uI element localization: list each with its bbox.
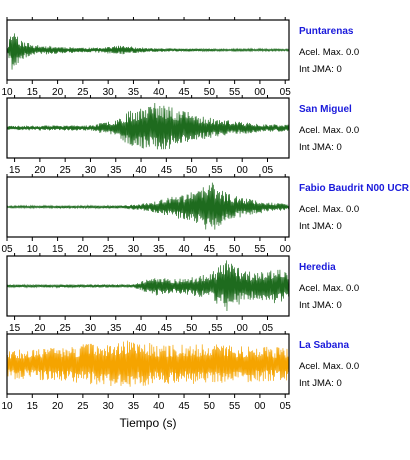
acel-max-label: Acel. Max. 0.0: [299, 361, 359, 372]
tick-label: 25: [77, 87, 89, 98]
tick-label: 05: [262, 323, 274, 334]
tick-label: 40: [135, 165, 147, 176]
station-name: Fabio Baudrit N00 UCR: [299, 183, 410, 194]
tick-label: 35: [128, 87, 140, 98]
panel-frame: [6, 255, 290, 317]
acel-max-label: Acel. Max. 0.0: [299, 204, 359, 215]
tick-label: 30: [85, 165, 97, 176]
waveform-trace: [6, 260, 290, 312]
tick-label: 20: [52, 87, 64, 98]
acel-max-label: Acel. Max. 0.0: [299, 283, 359, 294]
tick-label: 00: [280, 244, 292, 255]
tick-label: 30: [103, 87, 115, 98]
tick-label: 45: [204, 244, 216, 255]
tick-label: 20: [34, 165, 46, 176]
station-name: Heredia: [299, 262, 336, 273]
tick-label: 05: [1, 244, 13, 255]
tick-label: 45: [178, 87, 190, 98]
tick-label: 00: [237, 165, 249, 176]
tick-label: 40: [135, 323, 147, 334]
station-name: San Miguel: [299, 104, 352, 115]
int-jma-label: Int JMA: 0: [299, 142, 342, 153]
tick-label: 15: [27, 401, 39, 412]
int-jma-label: Int JMA: 0: [299, 221, 342, 232]
tick-label: 50: [204, 87, 216, 98]
tick-label: 20: [77, 244, 89, 255]
panel-2: 15 20 25 30 35 40 45 50 55 00 05 San Miguel Acel. Ma…: [6, 95, 359, 176]
panel-frame: [6, 333, 290, 395]
tick-label: 05: [280, 401, 292, 412]
int-jma-label: Int JMA: 0: [299, 300, 342, 311]
tick-label: 40: [153, 87, 165, 98]
tick-label: 00: [254, 401, 266, 412]
waveform-trace: [6, 33, 290, 70]
tick-label: 10: [1, 87, 13, 98]
tick-label: 00: [254, 87, 266, 98]
tick-label: 25: [60, 323, 72, 334]
panel-3: 05 10 15 20 25 30 35 40 45 50 55 00 Fabio Baudrit N0…: [1, 174, 410, 255]
tick-label: 20: [34, 323, 46, 334]
tick-label: 25: [77, 401, 89, 412]
tick-label: 40: [178, 244, 190, 255]
tick-label: 55: [254, 244, 266, 255]
tick-label: 55: [211, 323, 223, 334]
tick-label: 35: [153, 244, 165, 255]
tick-label: 35: [110, 323, 122, 334]
tick-label: 30: [128, 244, 140, 255]
tick-label: 10: [1, 401, 13, 412]
tick-label: 45: [161, 323, 173, 334]
tick-label: 15: [27, 87, 39, 98]
station-name: La Sabana: [299, 340, 349, 351]
tick-label: 25: [103, 244, 115, 255]
tick-label: 45: [161, 165, 173, 176]
panel-frame: [6, 19, 290, 81]
int-jma-label: Int JMA: 0: [299, 378, 342, 389]
tick-label: 25: [60, 165, 72, 176]
x-axis-title: Tiempo (s): [120, 416, 177, 430]
tick-label: 15: [9, 323, 21, 334]
tick-label: 35: [110, 165, 122, 176]
station-name: Puntarenas: [299, 26, 354, 37]
tick-label: 30: [85, 323, 97, 334]
tick-label: 00: [237, 323, 249, 334]
tick-label: 05: [280, 87, 292, 98]
acel-max-label: Acel. Max. 0.0: [299, 125, 359, 136]
tick-label: 15: [9, 165, 21, 176]
panel-5: 10 15 20 25 30 35 40 45 50 55 00 05 La Sabana Acel. M…: [1, 331, 359, 412]
tick-label: 05: [262, 165, 274, 176]
tick-label: 55: [229, 87, 241, 98]
tick-label: 50: [186, 165, 198, 176]
tick-label: 55: [211, 165, 223, 176]
tick-label: 50: [229, 244, 241, 255]
waveform-trace: [6, 340, 290, 387]
waveform-trace: [6, 182, 290, 230]
tick-label: 50: [204, 401, 216, 412]
tick-label: 20: [52, 401, 64, 412]
acel-max-label: Acel. Max. 0.0: [299, 47, 359, 58]
tick-label: 55: [229, 401, 241, 412]
tick-label: 30: [103, 401, 115, 412]
tick-label: 40: [153, 401, 165, 412]
panel-4: 15 20 25 30 35 40 45 50 55 00 05 Heredia Acel. Max. …: [6, 253, 359, 334]
tick-label: 50: [186, 323, 198, 334]
panel-frame: [6, 97, 290, 159]
panel-1: 10 15 20 25 30 35 40 45 50 55 00 05 Puntarenas Acel. …: [1, 17, 359, 98]
tick-label: 15: [52, 244, 64, 255]
int-jma-label: Int JMA: 0: [299, 64, 342, 75]
tick-label: 35: [128, 401, 140, 412]
tick-label: 45: [178, 401, 190, 412]
panel-frame: [6, 176, 290, 238]
waveform-trace: [6, 103, 290, 150]
tick-label: 10: [27, 244, 39, 255]
